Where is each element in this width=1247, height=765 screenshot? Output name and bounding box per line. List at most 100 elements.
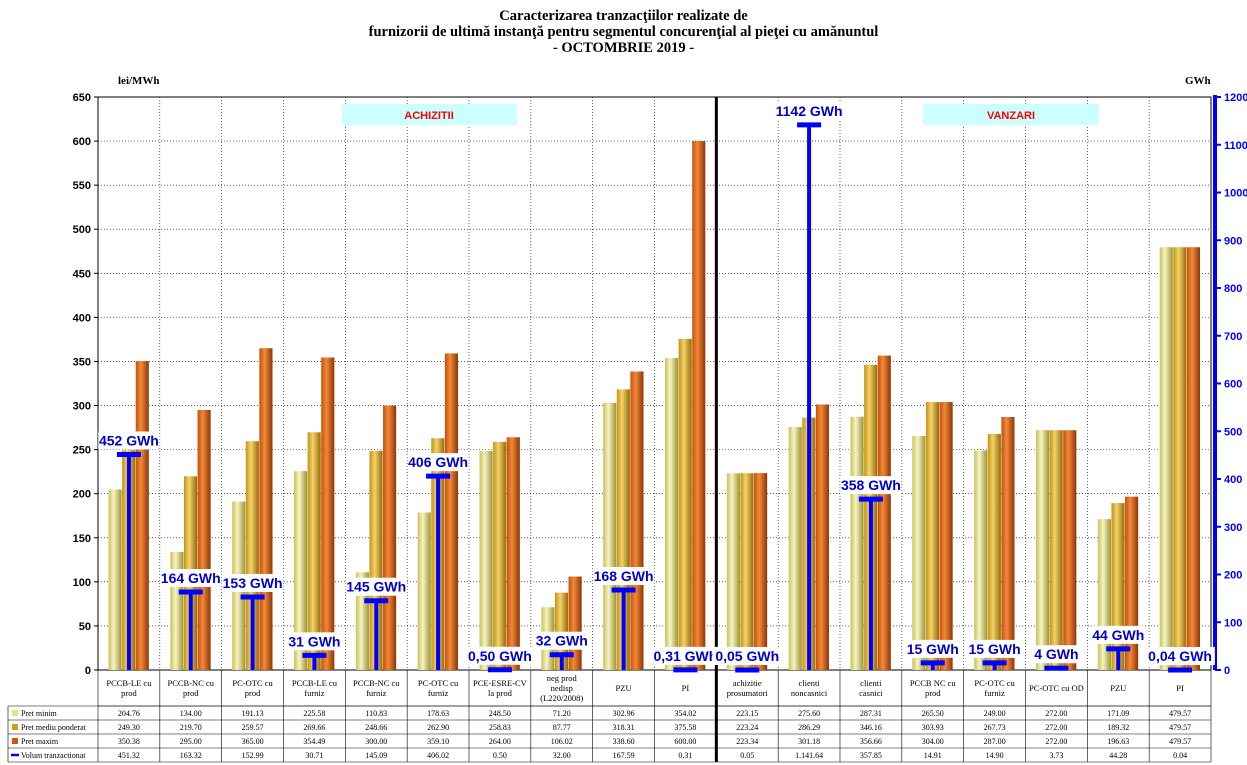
y-tick-label: 600 <box>73 136 91 148</box>
legend-swatch <box>12 738 18 744</box>
table-cell: 272.00 <box>1045 709 1067 718</box>
bar-pret-mediu-ponderat <box>369 450 383 670</box>
table-cell: 356.66 <box>860 737 882 746</box>
table-cell: 0.50 <box>493 751 507 760</box>
table-cell: 346.16 <box>860 723 882 732</box>
bar-pret-minim <box>1036 430 1050 670</box>
table-cell: 223.34 <box>736 737 758 746</box>
bar-pret-mediu-ponderat <box>245 441 259 670</box>
legend-entry: Pret mediu ponderat <box>21 723 87 732</box>
volume-label-bg <box>712 646 783 665</box>
table-cell: 267.73 <box>984 723 1006 732</box>
bar-pret-minim <box>1159 247 1173 670</box>
table-cell: 275.60 <box>798 709 820 718</box>
category-label: casnici <box>859 688 883 698</box>
table-cell: 286.29 <box>798 723 820 732</box>
bar-pret-maxim <box>1125 496 1139 670</box>
bar-pret-minim <box>788 427 802 670</box>
category-label: furniz <box>304 688 325 698</box>
table-cell: 32.00 <box>553 751 571 760</box>
table-cell: 479.57 <box>1169 723 1191 732</box>
bar-pret-maxim <box>506 437 520 670</box>
table-cell: 0.04 <box>1173 751 1187 760</box>
y-tick-label: 450 <box>73 268 91 280</box>
table-cell: 106.02 <box>551 737 573 746</box>
y2-tick-label: 1200 <box>1224 92 1247 104</box>
table-cell: 145.09 <box>365 751 387 760</box>
table-cell: 0.05 <box>740 751 754 760</box>
bar-pret-mediu-ponderat <box>987 433 1001 670</box>
y-tick-label: 550 <box>73 180 91 192</box>
table-cell: 350.38 <box>118 737 140 746</box>
bar-pret-maxim <box>754 473 768 670</box>
volume-label-bg <box>407 453 469 472</box>
section-banner-achizitii <box>342 104 517 125</box>
category-label: clienti <box>798 678 820 688</box>
volume-label-bg <box>774 101 844 120</box>
table-cell: 249.00 <box>984 709 1006 718</box>
y-axis-label: lei/MWh <box>118 75 160 87</box>
category-label: prod <box>925 688 941 698</box>
category-label: PCCB-NC cu <box>167 678 214 688</box>
volume-label: 145 GWh <box>346 579 406 595</box>
table-cell: 406.02 <box>427 751 449 760</box>
table-cell: 223.24 <box>736 723 758 732</box>
category-label: prosumatori <box>727 688 769 698</box>
volume-label-bg <box>906 639 960 658</box>
table-cell: 269.66 <box>303 723 325 732</box>
chart-title-line-3: - OCTOMBRIE 2019 - <box>552 40 695 56</box>
volume-label-bg <box>650 646 721 665</box>
table-cell: 178.63 <box>427 709 449 718</box>
y2-axis-label: GWh <box>1185 75 1211 87</box>
volume-label: 452 GWh <box>99 432 159 448</box>
volume-label: 0,50 GWh <box>468 648 532 664</box>
table-cell: 191.13 <box>242 709 264 718</box>
table-cell: 134.00 <box>180 709 202 718</box>
table-cell: 1.141.64 <box>795 751 823 760</box>
volume-label: 15 GWh <box>907 641 959 657</box>
bar-pret-minim <box>294 471 308 670</box>
y2-tick-label: 200 <box>1224 570 1242 582</box>
table-cell: 87.77 <box>553 723 571 732</box>
table-cell: 265.50 <box>922 709 944 718</box>
volume-label: 0,31 GWh <box>654 648 718 664</box>
table-cell: 225.58 <box>303 709 325 718</box>
y2-tick-label: 1000 <box>1224 188 1247 200</box>
section-banner-vanzari <box>923 104 1099 125</box>
table-cell: 600.00 <box>674 737 696 746</box>
bar-pret-maxim <box>815 404 829 670</box>
table-cell: 359.10 <box>427 737 449 746</box>
bar-pret-minim <box>355 572 369 670</box>
volume-label: 4 GWh <box>1034 646 1078 662</box>
category-label: neg prod <box>547 673 578 683</box>
volume-label-bg <box>592 566 655 585</box>
bar-pret-maxim <box>939 402 953 670</box>
volume-label-bg <box>967 639 1022 658</box>
y-tick-label: 100 <box>73 577 91 589</box>
bar-pret-minim <box>726 473 740 670</box>
y-tick-label: 400 <box>73 312 91 324</box>
volume-label-bg <box>287 632 342 651</box>
y-tick-label: 0 <box>85 665 91 677</box>
y2-tick-label: 500 <box>1224 426 1242 438</box>
volume-label-bg <box>1091 625 1145 644</box>
volume-label: 1142 GWh <box>776 103 843 119</box>
bar-pret-mediu-ponderat <box>1173 247 1187 670</box>
category-label: nedisp <box>551 683 573 693</box>
bar-pret-minim <box>974 450 988 670</box>
bar-pret-mediu-ponderat <box>1111 503 1125 670</box>
legend-swatch <box>12 710 18 716</box>
category-label: furniz <box>428 688 449 698</box>
volume-label-bg <box>160 569 222 588</box>
table-cell: 302.96 <box>613 709 635 718</box>
bar-pret-maxim <box>259 348 273 670</box>
table-cell: 258.83 <box>489 723 511 732</box>
table-cell: 163.32 <box>180 751 202 760</box>
bar-pret-mediu-ponderat <box>307 432 321 670</box>
chart-title: Caracterizarea tranzacţiilor realizate d… <box>0 8 1247 56</box>
volume-label: 0,05 GWh <box>715 648 779 664</box>
category-label: PZU <box>616 683 632 693</box>
table-cell: 301.18 <box>798 737 820 746</box>
bar-pret-maxim <box>1001 416 1015 670</box>
